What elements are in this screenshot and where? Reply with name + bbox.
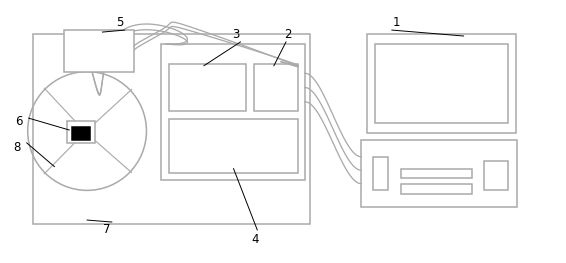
Text: 4: 4 [251,233,259,246]
Bar [484,161,508,190]
Bar [169,64,246,111]
Text: 3: 3 [232,28,239,41]
Bar [72,127,90,140]
Bar [33,34,310,224]
Bar [401,169,472,179]
Text: 1: 1 [393,16,401,29]
Bar [373,157,388,190]
Bar [367,34,516,133]
Text: 8: 8 [13,141,20,154]
Bar [361,140,517,207]
Text: 2: 2 [284,28,291,41]
Bar [65,30,134,72]
Bar [169,119,298,173]
Bar [401,184,472,194]
Bar [161,44,305,180]
Bar [375,44,508,123]
Text: 5: 5 [116,16,123,29]
Text: 7: 7 [103,224,110,236]
Text: 6: 6 [15,115,23,128]
Bar [67,121,95,143]
Bar [254,64,298,111]
